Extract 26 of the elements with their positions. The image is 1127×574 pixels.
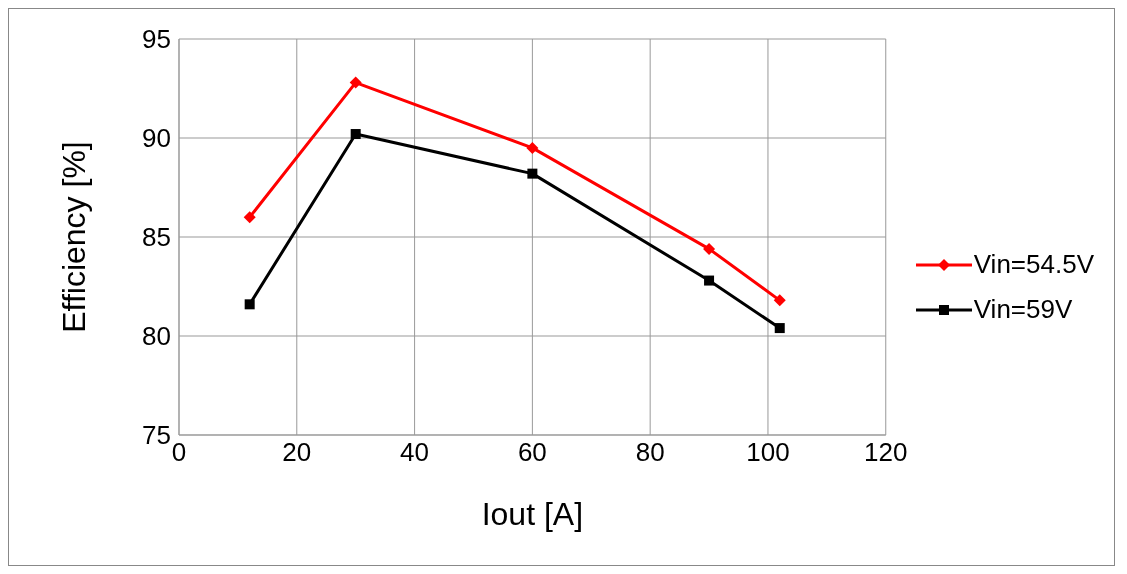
point — [704, 275, 715, 286]
point — [703, 242, 716, 255]
y-tick-label: 80 — [142, 321, 171, 352]
point — [243, 211, 256, 224]
point — [773, 294, 786, 307]
x-tick-label: 60 — [517, 437, 547, 468]
x-tick-label: 120 — [864, 437, 908, 468]
x-tick-label: 100 — [746, 437, 790, 468]
point — [527, 168, 538, 179]
x-tick-label: 40 — [400, 437, 430, 468]
y-tick-label: 95 — [142, 24, 171, 55]
point — [526, 141, 539, 154]
y-tick-label: 85 — [142, 222, 171, 253]
x-tick-label: 0 — [171, 437, 187, 468]
x-axis-title: Iout [A] — [481, 496, 584, 532]
legend-label: Vin=59V — [973, 294, 1073, 325]
legend-label: Vin=54.5V — [973, 249, 1094, 280]
x-tick-label: 20 — [282, 437, 312, 468]
point — [349, 76, 362, 89]
x-tick-label: 80 — [635, 437, 665, 468]
y-tick-label: 90 — [142, 123, 171, 154]
point — [244, 299, 255, 310]
y-tick-label: 75 — [142, 420, 171, 451]
point — [774, 323, 785, 334]
point — [350, 129, 361, 140]
y-axis-title: Efficiency [%] — [56, 141, 93, 333]
